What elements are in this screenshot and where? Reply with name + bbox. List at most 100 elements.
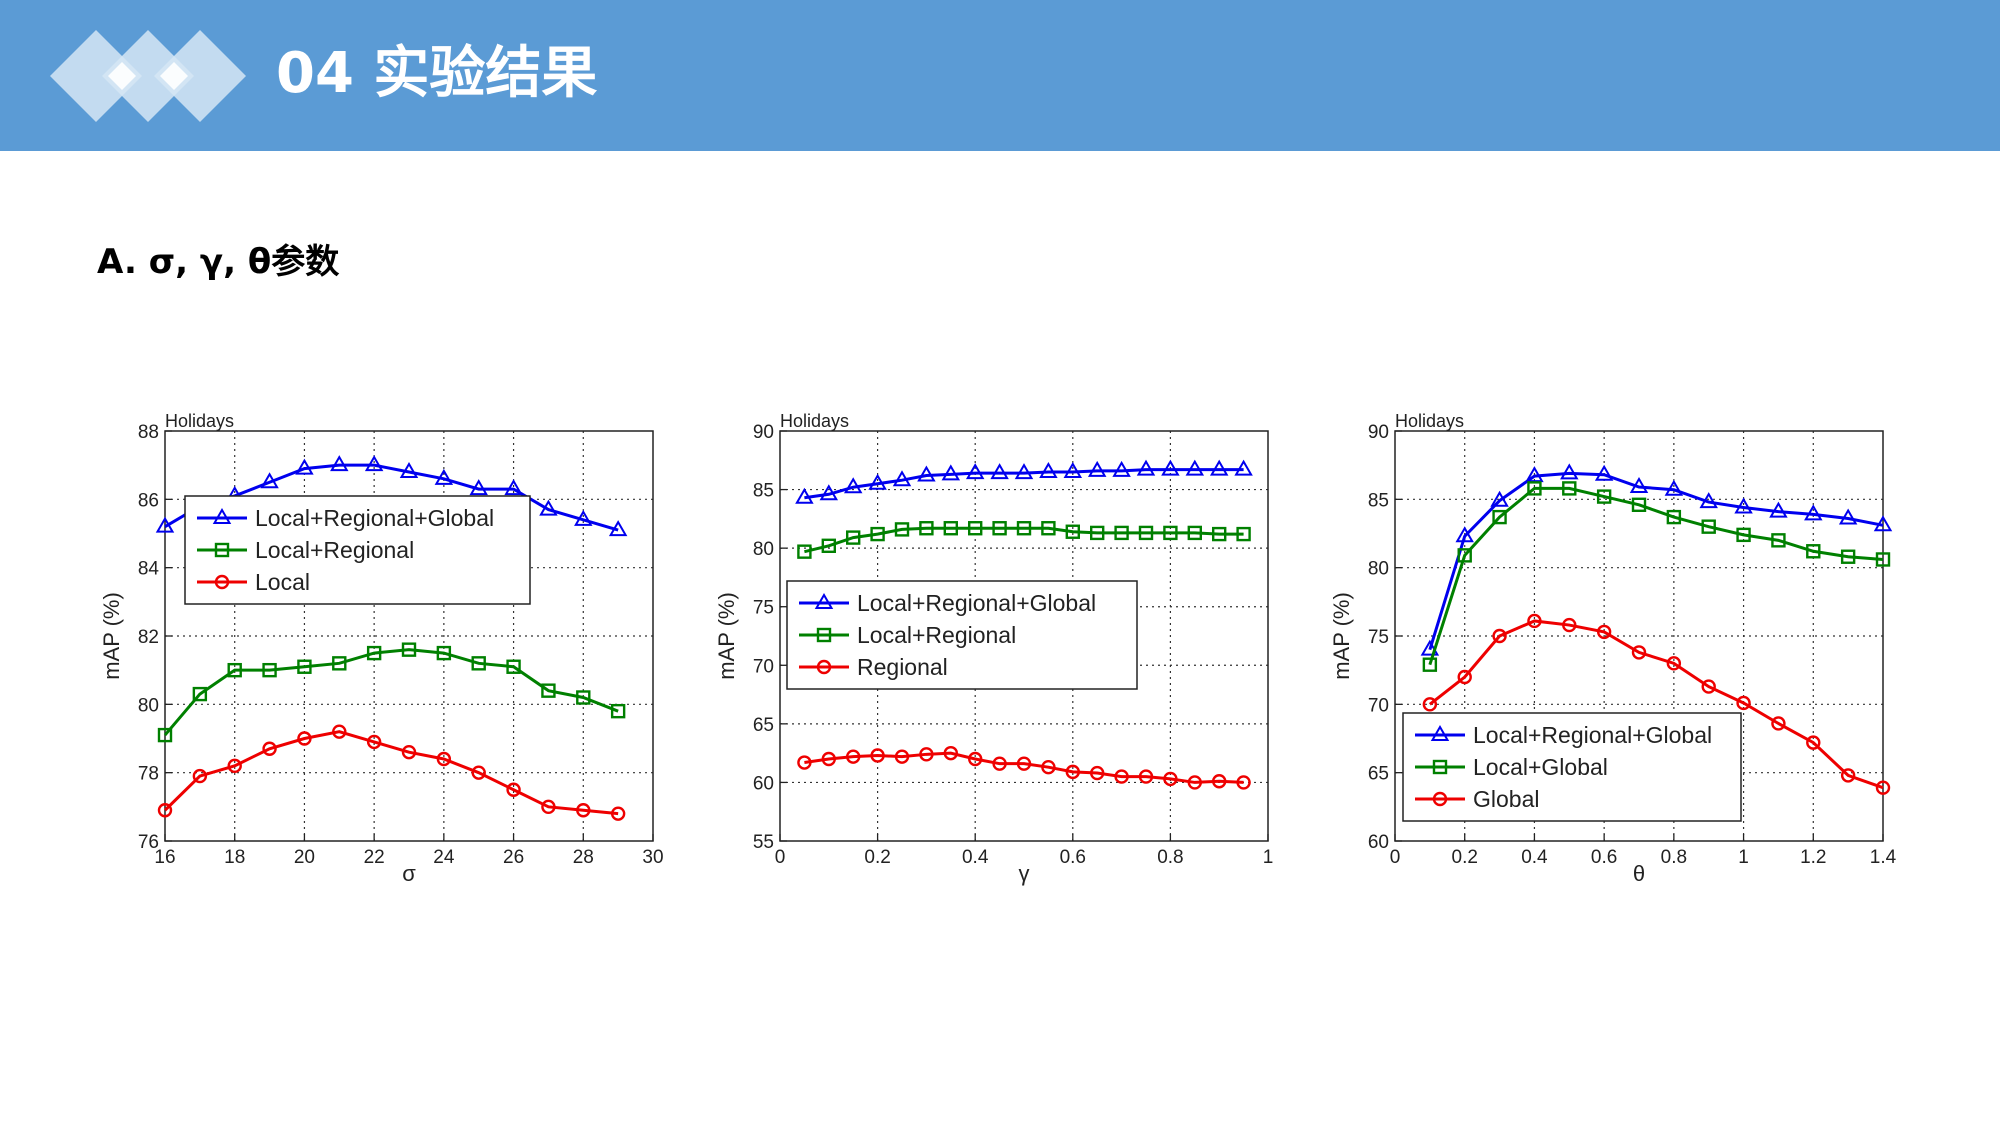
y-tick-label: 65: [753, 715, 774, 736]
data-point: [1629, 477, 1649, 494]
data-point: [541, 799, 556, 815]
data-point: [868, 473, 887, 490]
x-tick-label: 0.2: [1452, 847, 1478, 868]
data-point: [1163, 525, 1178, 541]
legend-label: Local+Regional+Global: [857, 590, 1096, 616]
x-tick-label: 30: [642, 847, 663, 868]
data-point: [1090, 765, 1105, 781]
data-point: [919, 521, 934, 536]
data-point: [919, 747, 934, 762]
data-point: [1112, 460, 1131, 477]
x-tick-label: 0.8: [1157, 847, 1183, 868]
data-point: [157, 727, 173, 743]
legend-marker: [1430, 724, 1450, 741]
data-point: [1875, 552, 1891, 567]
data-point: [192, 686, 208, 702]
x-tick-label: 0.6: [1060, 847, 1086, 868]
data-point: [1666, 656, 1682, 671]
y-tick-label: 60: [1368, 832, 1389, 853]
data-point: [1041, 521, 1056, 536]
data-point: [1525, 466, 1544, 483]
chart-theta: 0 0.2 0.4 0.6 0.8 1 1.2 1.4 60 65 70 75 80 85 90 Holida…: [1329, 411, 1897, 886]
legend-label: Local+Regional: [857, 622, 1016, 648]
data-point: [870, 526, 885, 542]
data-point: [1138, 769, 1154, 784]
legend-marker: [214, 542, 230, 558]
data-point: [1039, 461, 1058, 478]
data-point: [192, 768, 208, 784]
data-point: [471, 656, 486, 671]
data-point: [401, 642, 417, 657]
data-point: [1090, 525, 1105, 541]
data-point: [968, 751, 983, 767]
data-point: [366, 734, 382, 750]
data-point: [1422, 697, 1438, 712]
data-point: [1490, 490, 1509, 507]
data-point: [1014, 463, 1034, 480]
data-point: [1234, 459, 1253, 476]
x-tick-label: 0.6: [1591, 847, 1617, 868]
series-line: [804, 751, 1244, 784]
data-point: [227, 758, 242, 774]
data-point: [227, 662, 242, 678]
data-point: [364, 455, 384, 472]
x-tick-label: 0.4: [962, 847, 989, 868]
x-tick-label: 16: [154, 847, 175, 868]
data-point: [1804, 504, 1823, 521]
legend-marker: [1432, 791, 1448, 807]
data-point: [1562, 481, 1577, 496]
data-point: [968, 521, 983, 536]
data-point: [541, 683, 556, 698]
data-point: [941, 464, 961, 481]
y-tick-label: 70: [753, 656, 774, 677]
y-tick-label: 88: [138, 422, 159, 443]
data-point: [1769, 501, 1788, 518]
y-tick-label: 76: [138, 832, 159, 853]
data-point: [1161, 459, 1180, 476]
data-point: [506, 782, 521, 797]
data-point: [1806, 544, 1821, 559]
data-point: [262, 741, 277, 756]
legend-label: Local+Regional+Global: [1473, 722, 1712, 748]
data-point: [990, 463, 1009, 480]
legend-marker: [816, 659, 832, 675]
dataset-label: Holidays: [780, 411, 849, 431]
data-point: [610, 806, 626, 821]
data-point: [1666, 509, 1682, 525]
data-point: [1492, 628, 1507, 644]
y-tick-label: 55: [753, 832, 774, 853]
y-tick-label: 75: [753, 598, 774, 619]
data-point: [539, 499, 558, 516]
data-point: [1457, 669, 1472, 685]
data-point: [1063, 461, 1083, 478]
data-point: [1209, 459, 1229, 476]
data-point: [434, 468, 454, 485]
data-point: [1065, 764, 1080, 780]
data-point: [1041, 760, 1056, 775]
x-tick-label: 1.4: [1870, 847, 1897, 868]
three-diamonds-icon: [50, 30, 246, 122]
legend-marker: [212, 507, 232, 524]
legend-marker: [816, 627, 832, 643]
x-axis-label: γ: [1019, 861, 1030, 886]
data-point: [1594, 464, 1614, 481]
data-point: [504, 479, 523, 496]
y-axis-label: mAP (%): [99, 592, 124, 680]
y-tick-label: 86: [138, 490, 159, 511]
data-point: [1873, 515, 1893, 532]
data-point: [845, 530, 861, 545]
data-point: [399, 461, 419, 478]
series-line: [804, 468, 1244, 500]
data-point: [1065, 524, 1080, 539]
data-point: [1562, 617, 1577, 633]
dataset-label: Holidays: [165, 411, 234, 431]
data-point: [155, 516, 175, 533]
data-point: [1699, 492, 1718, 509]
y-tick-label: 85: [1368, 490, 1389, 511]
x-axis-label: σ: [402, 861, 416, 886]
x-tick-label: 24: [433, 847, 455, 868]
data-point: [821, 538, 837, 554]
data-point: [1701, 519, 1716, 534]
data-point: [992, 756, 1007, 771]
x-tick-label: 0.4: [1521, 847, 1548, 868]
